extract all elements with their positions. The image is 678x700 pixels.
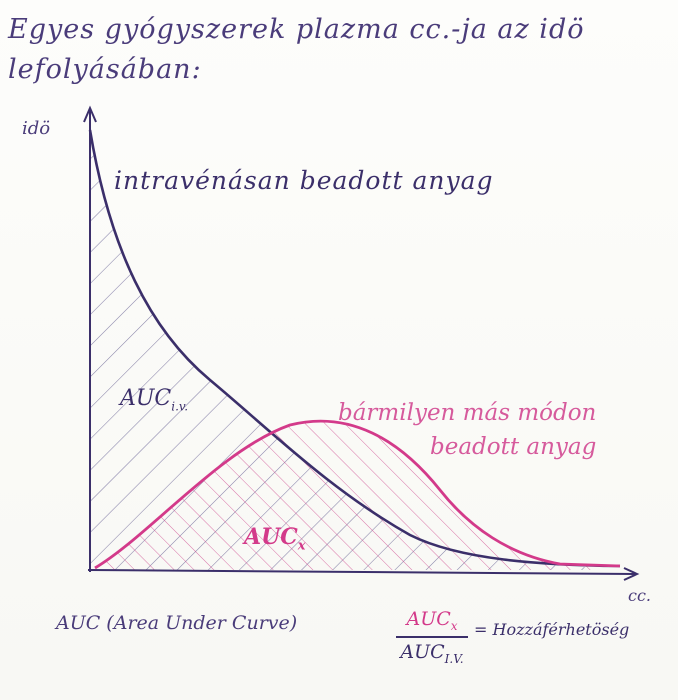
x-axis-arrow [623,567,640,581]
y-axis-label: idö [22,118,51,139]
fraction-denominator: AUCI.V. [396,641,468,666]
bioavailability-equals: = Hozzáférhetöség [474,620,630,639]
fraction-denominator-sub: I.V. [444,651,464,666]
page-title: Egyes gyógyszerek plazma cc.-ja az idö l… [8,14,585,85]
iv-curve-label: intravénásan beadott anyag [114,166,494,195]
fraction-numerator-main: AUC [406,608,451,630]
auc-iv-label-sub: i.v. [171,399,189,414]
x-axis [87,569,637,575]
fraction-numerator-sub: x [450,618,458,633]
y-axis-arrow [83,105,97,123]
auc-definition: AUC (Area Under Curve) [56,612,298,634]
auc-x-label-main: AUC [244,524,298,550]
iv-curve [88,129,621,568]
other-curve-label-line1: bármilyen más módon [338,400,597,426]
auc-iv-label-main: AUC [120,386,172,411]
bioavailability-fraction: AUCx AUCI.V. [396,608,468,666]
auc-iv-label: AUCi.v. [120,386,188,413]
auc-x-label: AUCx [244,524,306,553]
other-curve-label-line2: beadott anyag [429,434,597,460]
fraction-numerator: AUCx [396,608,468,633]
auc-iv-area [90,130,600,570]
other-curve-label: bármilyen más módon beadott anyag [338,396,596,464]
auc-x-label-sub: x [297,538,306,554]
fraction-bar [396,635,468,638]
other-route-curve [94,419,621,570]
fraction-denominator-main: AUC [400,640,445,663]
x-axis-label: cc. [628,586,652,605]
